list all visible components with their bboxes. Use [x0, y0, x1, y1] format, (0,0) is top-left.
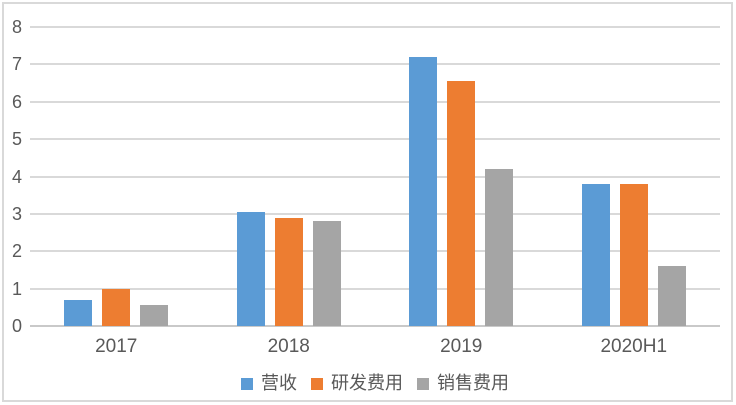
gridline: [30, 175, 720, 178]
bar-营收-2019: [409, 56, 438, 326]
bar-销售费用-2019: [485, 169, 514, 326]
y-tick-label: 2: [11, 241, 22, 262]
bar-研发费用-2019: [447, 81, 476, 326]
bar-研发费用-2020H1: [619, 183, 648, 326]
x-axis: 2017 2018 2019 2020H1: [30, 336, 720, 358]
plot-area: [30, 26, 720, 327]
legend-item-营收: 营收: [241, 373, 297, 395]
y-tick-label: 6: [11, 91, 22, 112]
bar-groups: [30, 27, 720, 326]
bar-研发费用-2017: [102, 288, 131, 326]
gridline: [30, 287, 720, 290]
y-tick-label: 4: [11, 166, 22, 187]
x-tick-label: 2018: [267, 336, 310, 357]
legend-label: 研发费用: [331, 373, 403, 393]
gridline: [30, 100, 720, 103]
bar-营收-2018: [236, 212, 265, 326]
legend-label: 销售费用: [437, 373, 509, 393]
legend-swatch: [241, 377, 253, 390]
x-tick-label: 2020H1: [600, 336, 668, 357]
legend: 营收 研发费用 销售费用: [30, 373, 720, 395]
y-axis: 0 1 2 3 4 5 6 7 8: [0, 18, 22, 335]
bar-group-2018: [203, 27, 376, 326]
bar-group-2019: [375, 27, 548, 326]
y-tick-label: 5: [11, 129, 22, 150]
gridline: [30, 138, 720, 141]
y-tick-label: 3: [11, 203, 22, 224]
legend-item-销售费用: 销售费用: [417, 373, 509, 395]
bar-销售费用-2020H1: [657, 266, 686, 326]
bar-group-2020H1: [548, 27, 721, 326]
legend-swatch: [311, 377, 323, 390]
bar-group-2017: [30, 27, 203, 326]
y-tick-label: 0: [11, 316, 22, 336]
x-axis-line: [30, 325, 720, 327]
y-tick-label: 8: [11, 17, 22, 37]
legend-label: 营收: [261, 373, 297, 393]
gridline: [30, 26, 720, 28]
gridline: [30, 250, 720, 253]
gridline: [30, 212, 720, 215]
y-tick-label: 7: [11, 54, 22, 75]
legend-swatch: [417, 377, 429, 390]
bar-营收-2017: [64, 299, 93, 326]
x-tick-label: 2019: [440, 336, 483, 357]
bar-销售费用-2017: [140, 305, 169, 326]
y-tick-label: 1: [11, 278, 22, 299]
x-tick-label: 2017: [95, 336, 138, 357]
gridline: [30, 63, 720, 66]
bar-销售费用-2018: [312, 221, 341, 326]
legend-item-研发费用: 研发费用: [311, 373, 403, 395]
bar-研发费用-2018: [274, 217, 303, 326]
bar-营收-2020H1: [581, 183, 610, 326]
